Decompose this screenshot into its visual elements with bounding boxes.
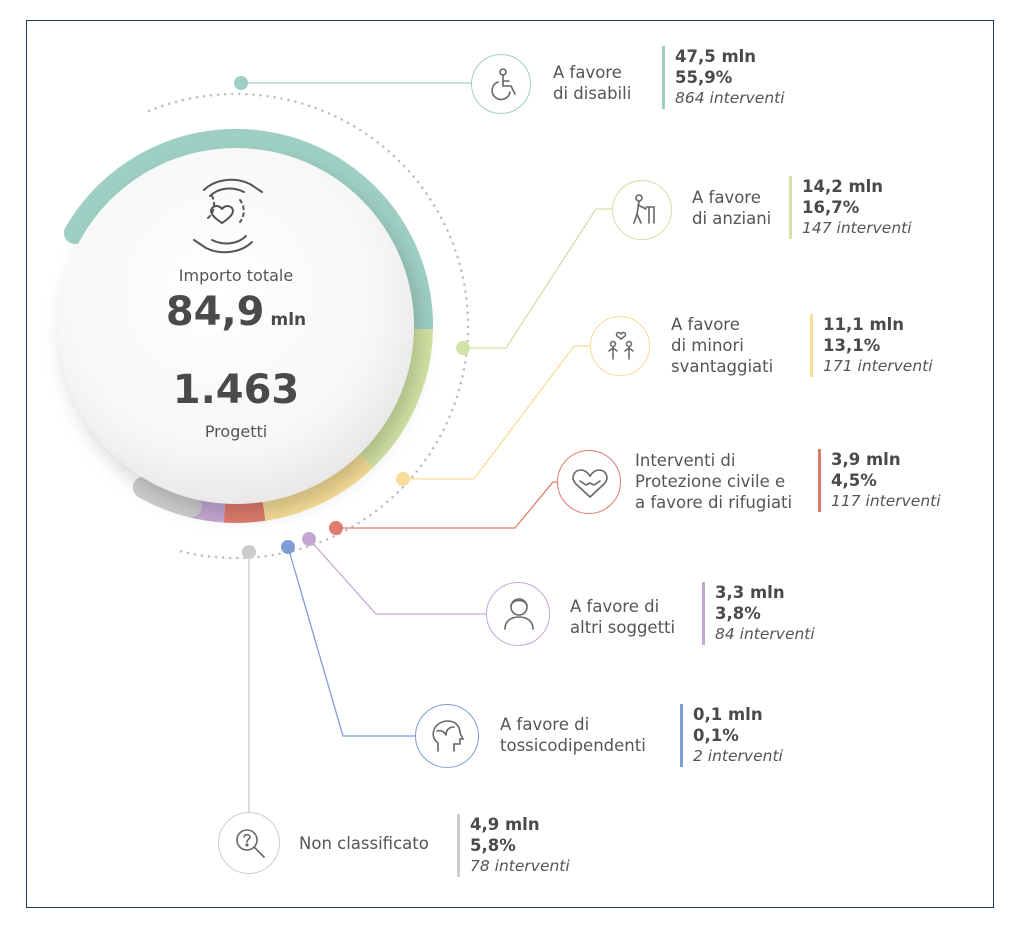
category-altri-label: A favore di altri soggetti: [570, 596, 675, 638]
connector-layer: [218, 76, 612, 843]
arc-segment-disabili: [63, 129, 434, 340]
leader-line-tossico: [287, 546, 415, 737]
category-anziani-amount: 14,2 mln: [802, 177, 884, 196]
leader-line-protezione: [336, 481, 557, 529]
category-altri-label-line-2: altri soggetti: [570, 618, 676, 637]
category-protezione-percent: 4,5%: [831, 471, 877, 490]
leader-line-altri: [308, 538, 486, 615]
category-nonclass-amount: 4,9 mln: [470, 815, 540, 834]
leader-line-minori: [403, 345, 590, 480]
category-tossico-stats: 0,1 mln 0,1% 2 interventi: [680, 704, 893, 767]
category-disabili-label-line-2: di disabili: [553, 84, 632, 103]
category-protezione-label-line-3: a favore di rifugiati: [635, 493, 793, 512]
arc-segment-nonclass: [132, 476, 202, 518]
category-protezione-label-line-2: Protezione civile e: [635, 472, 786, 491]
elderly-walker-icon: [633, 194, 655, 224]
category-minori-icon-circle: [590, 316, 650, 376]
total-amount-value: 84,9: [165, 289, 265, 335]
category-disabili-amount: 47,5 mln: [675, 47, 757, 66]
connector-dot-altri: [302, 532, 316, 546]
category-altri-amount: 3,3 mln: [715, 583, 785, 602]
leader-line-nonclass: [218, 552, 250, 843]
connector-dot-disabili: [234, 76, 248, 90]
category-tossico-amount: 0,1 mln: [693, 705, 763, 724]
category-nonclass-percent: 5,8%: [470, 836, 516, 855]
category-altri-label-line-1: A favore di: [570, 597, 660, 616]
category-protezione-stats: 3,9 mln 4,5% 117 interventi: [818, 449, 961, 512]
projects-caption: Progetti: [204, 422, 268, 441]
search-question-icon: [236, 829, 265, 858]
category-tossico-label: A favore di tossicodipendenti: [500, 714, 646, 756]
category-disabili-icon-circle: [471, 54, 531, 114]
category-altri-interventions: 84 interventi: [715, 625, 815, 643]
category-minori-percent: 13,1%: [823, 336, 881, 355]
person-icon: [504, 598, 534, 630]
category-altri-stats: 3,3 mln 3,8% 84 interventi: [702, 582, 915, 645]
category-tossico-icon-circle: [415, 704, 479, 768]
category-nonclass-stats: 4,9 mln 5,8% 78 interventi: [457, 814, 670, 877]
category-anziani-icon-circle: [612, 180, 672, 240]
arc-segment-protezione: [223, 498, 266, 523]
category-anziani-interventions: 147 interventi: [802, 219, 912, 237]
arc-segment-anziani: [357, 328, 433, 468]
category-anziani-label-line-2: di anziani: [692, 209, 772, 228]
category-minori-label-line-2: di minori: [671, 336, 744, 355]
category-minori-label: A favore di minori svantaggiati: [671, 314, 773, 377]
connector-dot-protezione: [329, 521, 343, 535]
category-disabili-label: A favore di disabili: [553, 62, 631, 104]
category-disabili-percent: 55,9%: [675, 68, 733, 87]
category-nonclass-label: Non classificato: [299, 833, 429, 854]
total-amount: 84,9 mln: [60, 288, 412, 344]
category-disabili-interventions: 864 interventi: [675, 89, 785, 107]
category-protezione-label-line-1: Interventi di: [635, 451, 736, 470]
category-disabili-stats: 47,5 mln 55,9% 864 interventi: [662, 46, 965, 109]
category-tossico-interventions: 2 interventi: [693, 747, 783, 765]
children-icon: [608, 331, 634, 360]
projects-count: 1.463: [172, 367, 300, 413]
arc-segment-minori: [261, 451, 373, 521]
category-protezione-label: Interventi di Protezione civile e a favo…: [635, 450, 792, 513]
head-plant-icon: [432, 720, 465, 752]
category-altri-percent: 3,8%: [715, 604, 761, 623]
heart-hands-icon: [572, 469, 608, 499]
category-minori-label-line-1: A favore: [671, 315, 740, 334]
category-tossico-label-line-2: tossicodipendenti: [500, 736, 646, 755]
connector-dot-anziani: [456, 341, 470, 355]
arc-layer: [63, 129, 434, 523]
category-anziani-stats: 14,2 mln 16,7% 147 interventi: [789, 176, 972, 239]
center-disc: [58, 148, 414, 504]
connector-dot-nonclass: [242, 545, 256, 559]
category-minori-amount: 11,1 mln: [823, 315, 905, 334]
category-tossico-label-line-1: A favore di: [500, 715, 590, 734]
category-nonclass-label-line-1: Non classificato: [299, 834, 429, 853]
category-minori-stats: 11,1 mln 13,1% 171 interventi: [810, 314, 961, 377]
category-anziani-label-line-1: A favore: [692, 188, 761, 207]
category-tossico-percent: 0,1%: [693, 726, 739, 745]
total-caption: Importo totale: [178, 266, 294, 285]
category-protezione-interventions: 117 interventi: [831, 492, 941, 510]
total-amount-unit: mln: [270, 310, 307, 330]
category-nonclass-icon-circle: [218, 812, 280, 874]
connector-dot-tossico: [281, 540, 295, 554]
leader-line-anziani: [463, 208, 612, 349]
category-anziani-percent: 16,7%: [802, 198, 860, 217]
category-protezione-icon-circle: [557, 450, 621, 514]
connector-dot-minori: [396, 472, 410, 486]
category-protezione-amount: 3,9 mln: [831, 450, 901, 469]
category-altri-icon-circle: [486, 582, 550, 646]
wheelchair-icon: [491, 68, 516, 101]
category-minori-interventions: 171 interventi: [823, 357, 933, 375]
category-anziani-label: A favore di anziani: [692, 187, 771, 229]
category-nonclass-interventions: 78 interventi: [470, 857, 570, 875]
category-disabili-label-line-1: A favore: [553, 63, 622, 82]
category-minori-label-line-3: svantaggiati: [671, 357, 774, 376]
caring-hands-icon: [193, 178, 263, 254]
chart-frame: [26, 20, 994, 908]
